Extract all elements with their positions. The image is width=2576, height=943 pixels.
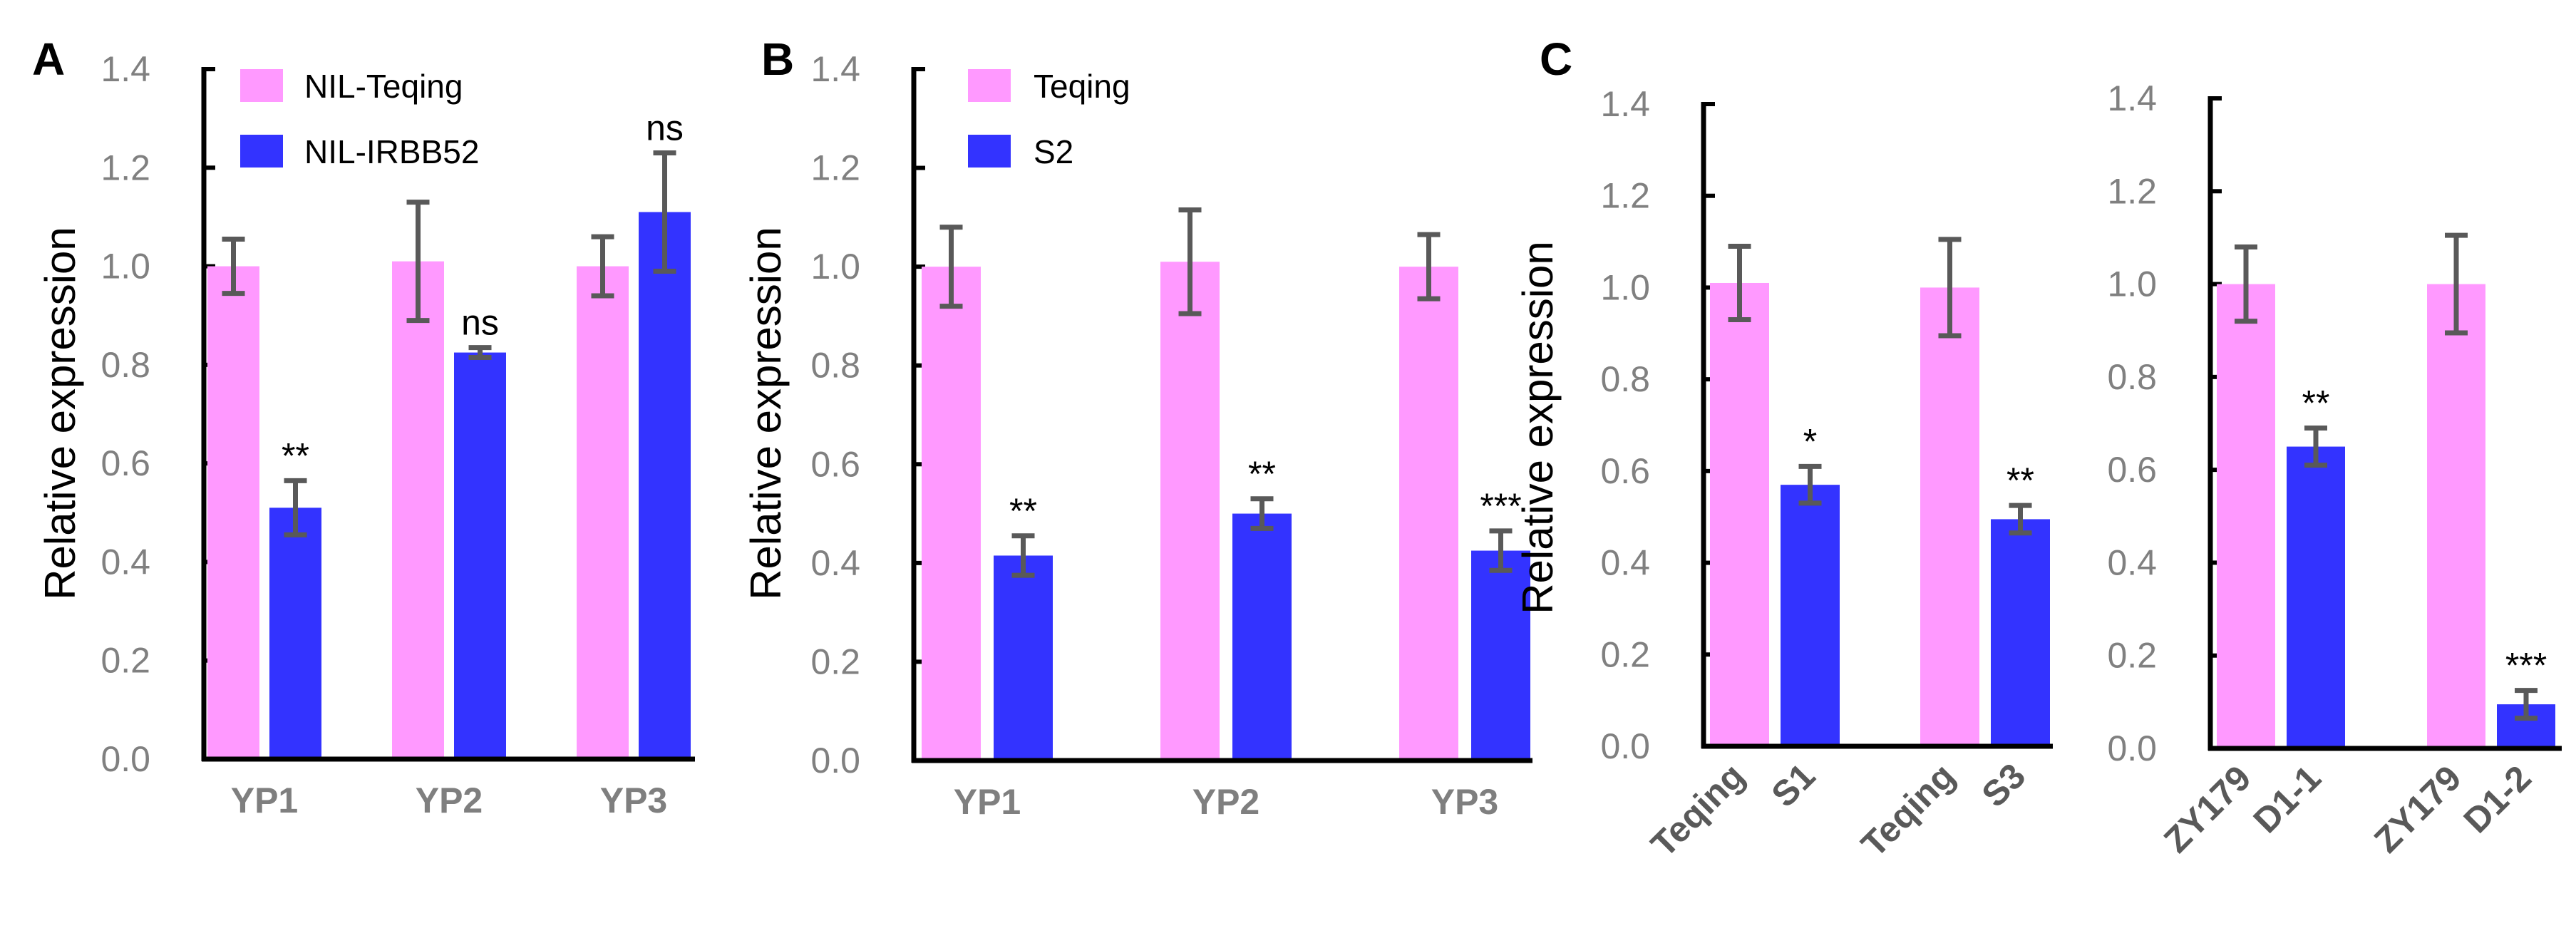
significance-label: ** bbox=[1248, 454, 1276, 494]
significance-label: ** bbox=[282, 436, 309, 475]
bar-control bbox=[207, 266, 259, 760]
x-category-label: YP2 bbox=[416, 780, 483, 820]
bar-control bbox=[1920, 287, 1979, 746]
y-tick-label: 1.2 bbox=[810, 148, 860, 188]
x-bar-label: Teqing bbox=[1643, 756, 1752, 865]
bar-control bbox=[1160, 262, 1220, 761]
panel-b: B Relative expression 0.0 0.2 0.4 0.6 0.8 1.0 1.… bbox=[742, 34, 1532, 822]
bar-control bbox=[2427, 284, 2485, 749]
y-axis-title: Relative expression bbox=[1514, 241, 1562, 614]
x-category-label: YP3 bbox=[600, 780, 668, 820]
bar-control bbox=[2217, 284, 2275, 749]
y-tick-label: 1.0 bbox=[810, 247, 860, 287]
x-bar-label: D1-2 bbox=[2456, 758, 2539, 840]
x-bar-label: ZY179 bbox=[2156, 758, 2259, 860]
y-tick-label: 0.2 bbox=[810, 641, 860, 681]
y-tick-label: 0.2 bbox=[101, 641, 150, 681]
y-tick-label: 1.4 bbox=[101, 49, 150, 89]
y-tick-label: 1.0 bbox=[101, 247, 150, 287]
y-tick-label: 0.4 bbox=[2107, 542, 2157, 582]
panel-letter: C bbox=[1540, 34, 1572, 85]
significance-label: ** bbox=[1009, 491, 1037, 531]
bar-test bbox=[994, 555, 1053, 761]
bar-test bbox=[1471, 550, 1530, 761]
x-category-label: YP1 bbox=[231, 780, 299, 820]
significance-label: * bbox=[1803, 421, 1817, 461]
y-tick-label: 0.4 bbox=[1600, 543, 1650, 583]
y-tick-label: 1.2 bbox=[2107, 171, 2157, 211]
bar-test bbox=[1781, 485, 1840, 746]
significance-label: ** bbox=[2006, 460, 2034, 500]
bar-test bbox=[269, 507, 321, 759]
y-tick-label: 1.0 bbox=[2107, 264, 2157, 304]
legend-swatch bbox=[968, 135, 1011, 168]
significance-label: *** bbox=[2505, 646, 2547, 686]
bar-control bbox=[577, 266, 629, 760]
y-tick-label: 0.6 bbox=[2107, 450, 2157, 490]
y-tick-label: 0.0 bbox=[1600, 726, 1650, 766]
bar-test bbox=[1232, 513, 1292, 761]
y-tick-label: 1.0 bbox=[1600, 267, 1650, 307]
y-tick-label: 0.0 bbox=[101, 739, 150, 779]
y-tick-label: 1.2 bbox=[101, 148, 150, 187]
legend-swatch bbox=[968, 69, 1011, 102]
bar-control bbox=[1399, 267, 1458, 761]
y-tick-label: 0.4 bbox=[101, 542, 150, 582]
x-bar-label: Teqing bbox=[1853, 756, 1962, 865]
y-tick-label: 0.6 bbox=[810, 444, 860, 484]
x-bar-label: S1 bbox=[1763, 756, 1823, 815]
x-bar-label: D1-1 bbox=[2246, 758, 2329, 840]
x-category-label: YP1 bbox=[954, 782, 1021, 822]
y-tick-label: 1.4 bbox=[810, 49, 860, 89]
y-tick-label: 0.0 bbox=[2107, 728, 2157, 768]
panel-letter: B bbox=[761, 34, 794, 85]
y-tick-label: 0.4 bbox=[810, 543, 860, 583]
x-bar-label: S3 bbox=[1974, 756, 2033, 815]
legend-label: NIL-Teqing bbox=[304, 68, 463, 105]
significance-label: ns bbox=[461, 303, 499, 343]
panel-c: C Relative expression 0.0 0.2 0.4 0.6 0.8 1.0 1.… bbox=[1514, 34, 2053, 865]
panel-letter: A bbox=[32, 34, 65, 85]
x-category-label: YP3 bbox=[1431, 782, 1499, 822]
significance-label: ns bbox=[646, 108, 684, 148]
y-tick-label: 0.2 bbox=[2107, 636, 2157, 676]
bar-test bbox=[1991, 519, 2050, 746]
bar-control bbox=[392, 261, 444, 760]
bar-control bbox=[1710, 282, 1769, 746]
y-tick-label: 0.8 bbox=[1600, 359, 1650, 399]
legend-label: NIL-IRBB52 bbox=[304, 133, 479, 170]
y-tick-label: 0.8 bbox=[810, 346, 860, 386]
y-tick-label: 0.8 bbox=[2107, 357, 2157, 397]
x-bar-label: ZY179 bbox=[2366, 758, 2469, 860]
x-category-label: YP2 bbox=[1192, 782, 1260, 822]
y-tick-label: 0.2 bbox=[1600, 634, 1650, 674]
y-tick-label: 1.4 bbox=[2107, 78, 2157, 118]
y-axis-title: Relative expression bbox=[742, 227, 790, 600]
significance-label: *** bbox=[1480, 486, 1521, 526]
y-tick-label: 1.2 bbox=[1600, 176, 1650, 216]
legend-swatch bbox=[240, 69, 283, 102]
y-tick-label: 0.8 bbox=[101, 345, 150, 385]
bar-test bbox=[639, 212, 691, 759]
significance-label: ** bbox=[2302, 383, 2330, 423]
legend-swatch bbox=[240, 135, 283, 168]
y-tick-label: 0.0 bbox=[810, 741, 860, 780]
y-tick-label: 0.6 bbox=[1600, 451, 1650, 491]
legend-label: S2 bbox=[1034, 133, 1073, 170]
y-tick-label: 0.6 bbox=[101, 443, 150, 483]
bar-test bbox=[2287, 446, 2345, 748]
y-tick-label: 1.4 bbox=[1600, 84, 1650, 124]
y-axis-title: Relative expression bbox=[36, 227, 84, 600]
bar-test bbox=[454, 352, 506, 760]
panel-a: A Relative expression 0.0 0.2 0.4 0.6 0.8 1.0 1.… bbox=[32, 34, 695, 820]
bar-control bbox=[922, 267, 981, 761]
legend-label: Teqing bbox=[1034, 68, 1130, 105]
